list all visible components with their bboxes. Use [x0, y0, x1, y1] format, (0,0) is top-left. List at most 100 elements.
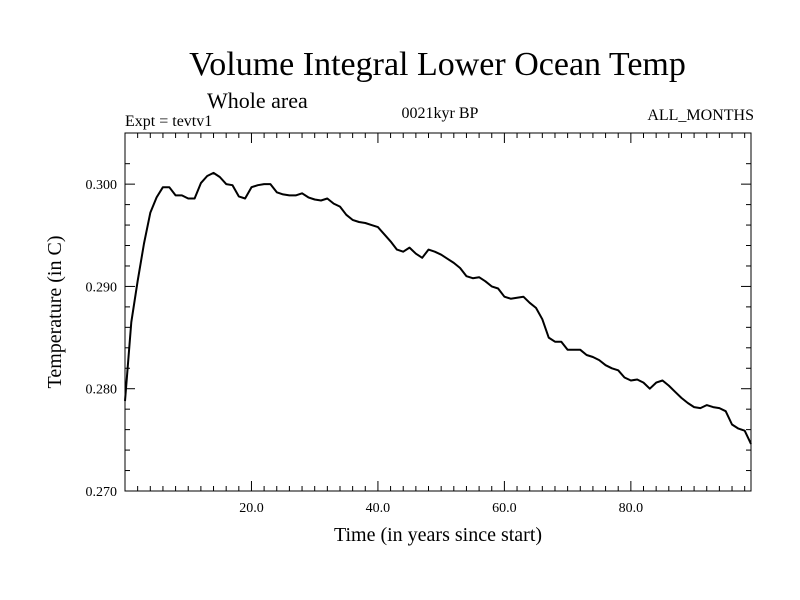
- data-point: [554, 341, 556, 343]
- series-line-tevtv1: [124, 171, 752, 445]
- data-point: [611, 367, 613, 369]
- data-point: [630, 379, 632, 381]
- data-point: [434, 251, 436, 253]
- x-tick-label: 40.0: [366, 501, 391, 516]
- data-point: [231, 184, 233, 186]
- data-point: [522, 296, 524, 298]
- data-point: [307, 196, 309, 198]
- data-point: [503, 296, 505, 298]
- x-tick-label: 60.0: [492, 501, 517, 516]
- data-point: [744, 430, 746, 432]
- data-point: [174, 194, 176, 196]
- plot-frame: [124, 132, 752, 492]
- data-point: [402, 251, 404, 253]
- axis-ticks: 20.0 40.0 60.0 80.0 0.270 0.280 0.290 0.300: [86, 133, 751, 516]
- data-point: [465, 275, 467, 277]
- data-point: [668, 384, 670, 386]
- data-point: [320, 199, 322, 201]
- data-point: [301, 192, 303, 194]
- x-axis-label: Time (in years since start): [334, 524, 542, 546]
- y-tick-label: 0.300: [86, 178, 118, 193]
- chart-subtitle: Whole area: [207, 88, 308, 113]
- data-point: [579, 349, 581, 351]
- data-point: [598, 359, 600, 361]
- data-point: [181, 194, 183, 196]
- data-point: [459, 267, 461, 269]
- data-point: [623, 376, 625, 378]
- data-point: [699, 407, 701, 409]
- data-point: [516, 297, 518, 299]
- data-point: [206, 175, 208, 177]
- data-point: [326, 197, 328, 199]
- data-point: [149, 212, 151, 214]
- data-point: [541, 318, 543, 320]
- data-point: [446, 258, 448, 260]
- data-point: [396, 248, 398, 250]
- data-point: [333, 202, 335, 204]
- data-point: [566, 349, 568, 351]
- months-label: ALL_MONTHS: [647, 107, 754, 124]
- data-point: [478, 276, 480, 278]
- data-point: [288, 194, 290, 196]
- data-point: [358, 221, 360, 223]
- data-point: [276, 191, 278, 193]
- data-point: [155, 196, 157, 198]
- data-point: [370, 224, 372, 226]
- data-point: [415, 253, 417, 255]
- data-point: [364, 222, 366, 224]
- y-axis-label: Temperature (in C): [44, 236, 66, 389]
- data-point: [187, 197, 189, 199]
- data-point: [295, 194, 297, 196]
- data-point: [560, 341, 562, 343]
- y-tick-label: 0.280: [86, 383, 118, 398]
- data-point: [314, 198, 316, 200]
- data-point: [345, 214, 347, 216]
- data-point: [497, 287, 499, 289]
- data-point: [535, 307, 537, 309]
- data-point: [212, 172, 214, 174]
- data-point: [219, 176, 221, 178]
- experiment-label: Expt = tevtv1: [125, 113, 213, 130]
- x-tick-label: 80.0: [619, 501, 644, 516]
- data-point: [484, 280, 486, 282]
- data-point: [339, 205, 341, 207]
- data-point: [383, 233, 385, 235]
- y-tick-label: 0.290: [86, 280, 118, 295]
- data-point: [421, 257, 423, 259]
- data-point: [491, 285, 493, 287]
- y-tick-label: 0.270: [86, 485, 118, 500]
- data-point: [693, 406, 695, 408]
- data-point: [510, 298, 512, 300]
- data-point: [408, 246, 410, 248]
- data-point: [592, 356, 594, 358]
- data-point: [731, 423, 733, 425]
- data-point: [257, 184, 259, 186]
- data-point: [389, 240, 391, 242]
- data-point: [193, 197, 195, 199]
- data-point: [636, 378, 638, 380]
- data-point: [130, 321, 132, 323]
- data-point: [440, 254, 442, 256]
- data-point: [225, 183, 227, 185]
- data-point: [269, 183, 271, 185]
- data-point: [238, 195, 240, 197]
- data-point: [737, 427, 739, 429]
- data-point: [604, 364, 606, 366]
- data-point: [124, 400, 126, 402]
- data-point: [750, 443, 752, 445]
- data-point: [718, 407, 720, 409]
- data-point: [377, 226, 379, 228]
- data-point: [453, 262, 455, 264]
- data-point: [680, 397, 682, 399]
- x-tick-label: 20.0: [239, 501, 264, 516]
- data-point: [573, 349, 575, 351]
- data-point: [472, 277, 474, 279]
- chart-title: Volume Integral Lower Ocean Temp: [189, 46, 686, 83]
- data-point: [712, 406, 714, 408]
- data-point: [585, 354, 587, 356]
- data-point: [617, 369, 619, 371]
- data-point: [529, 302, 531, 304]
- period-label: 0021kyr BP: [401, 105, 479, 122]
- data-point: [427, 248, 429, 250]
